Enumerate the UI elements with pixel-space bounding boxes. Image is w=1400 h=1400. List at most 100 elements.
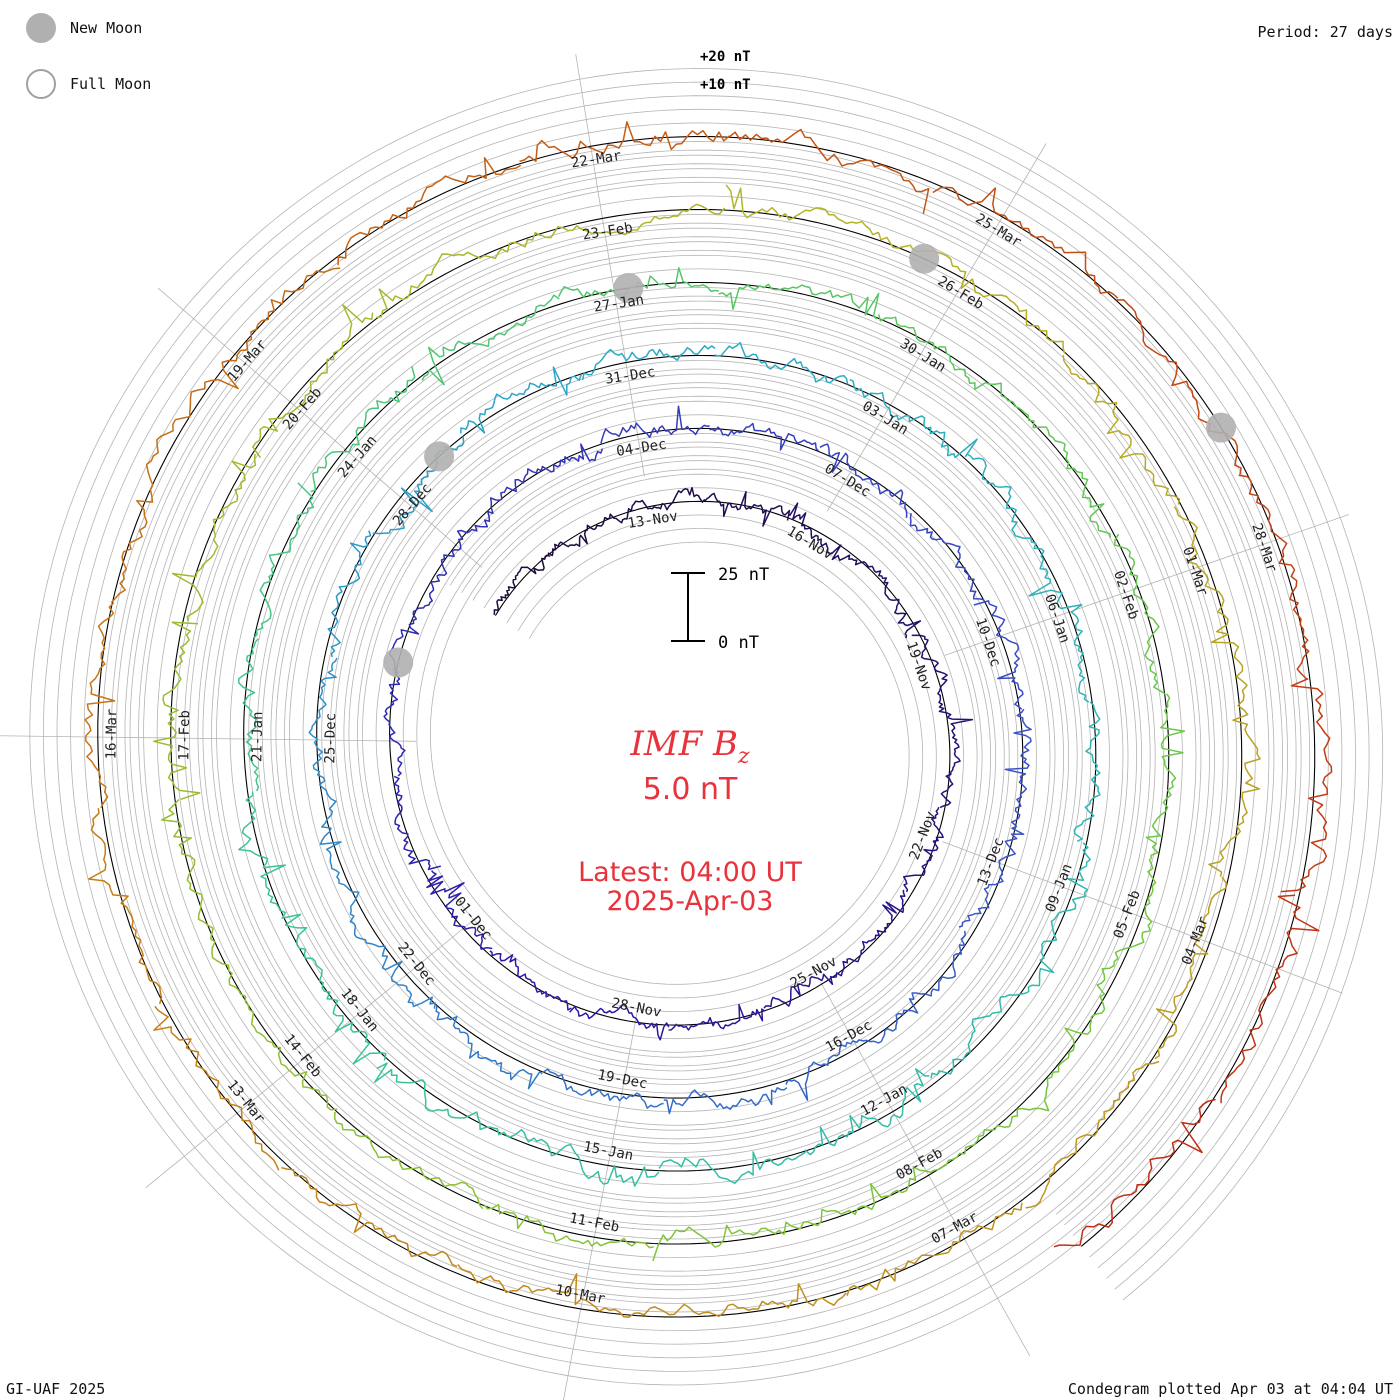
new-moon-marker: [424, 441, 455, 472]
bz-series-segment: [1114, 533, 1166, 695]
bz-series-segment: [728, 128, 930, 215]
baseline-spiral: [97, 135, 1316, 1318]
bz-series-segment: [649, 1283, 847, 1318]
bz-series-segment: [153, 1005, 280, 1171]
bz-series-segment: [909, 244, 1066, 354]
bz-series-segment: [435, 1005, 543, 1090]
bz-series-segment: [1238, 474, 1310, 680]
bz-series-segment: [84, 602, 116, 809]
bz-series-segment: [894, 930, 967, 1030]
bz-series-segment: [374, 1062, 516, 1138]
bz-series-segment: [310, 366, 416, 493]
bz-series-segment: [622, 486, 706, 521]
footer-credit: GI-UAF 2025: [6, 1380, 106, 1398]
date-label: 23-Feb: [581, 220, 633, 244]
bz-series-segment: [1028, 569, 1090, 703]
bz-series-segment: [663, 1087, 788, 1115]
full-moon-label: Full Moon: [70, 75, 152, 93]
bz-series-segment: [238, 791, 308, 938]
new-moon-marker: [383, 647, 414, 678]
parameter-subscript: z: [738, 743, 750, 769]
date-label: 17-Feb: [176, 710, 193, 761]
bz-series-segment: [1220, 894, 1320, 1104]
bz-series-segment: [709, 422, 819, 452]
bz-series-segment: [171, 454, 257, 622]
bz-series-segment: [457, 1264, 651, 1318]
bz-series-segment: [785, 1027, 896, 1101]
bz-series-segment: [483, 1203, 654, 1249]
radial-spoke: [157, 287, 483, 568]
period-label: Period: 27 days: [1257, 23, 1393, 41]
date-label: 16-Nov: [784, 523, 836, 563]
date-label: 16-Dec: [823, 1017, 875, 1055]
date-label: 16-Mar: [103, 709, 120, 760]
grid-ring: [42, 81, 1370, 1372]
bz-series-segment: [519, 121, 730, 163]
grid-layer: [29, 68, 1384, 1386]
date-label: 01-Mar: [1179, 545, 1211, 598]
date-label: 22-Nov: [906, 809, 939, 862]
date-label: 28-Dec: [390, 480, 435, 529]
grid-ring: [138, 176, 1275, 1277]
bz-series-segment: [160, 798, 230, 971]
bz-series-segment: [704, 490, 791, 527]
date-label: 01-Dec: [451, 894, 495, 943]
bz-series-segment: [1091, 858, 1157, 1017]
radial-spoke: [826, 143, 1047, 512]
radial-spoke: [563, 1012, 638, 1400]
legend-full-moon: Full Moon: [26, 69, 151, 99]
new-moon-label: New Moon: [70, 19, 143, 37]
bz-series-segment: [1154, 876, 1227, 1060]
bz-series-segment: [1013, 405, 1112, 539]
bz-series-segment: [88, 808, 163, 1005]
date-label: 19-Nov: [903, 639, 935, 692]
bz-series-segment: [376, 231, 542, 319]
bz-series-segment: [763, 960, 847, 1009]
date-label: 25-Nov: [788, 953, 840, 991]
bz-series-segment: [318, 783, 360, 911]
bz-series-segment: [383, 671, 406, 777]
bz-series-segment: [718, 283, 880, 320]
date-label: 04-Dec: [615, 436, 667, 460]
radial-spoke: [944, 514, 1350, 656]
scale-bottom-label: 0 nT: [718, 633, 759, 653]
parameter-name: IMF B: [630, 724, 739, 764]
offset-labels: +20 nT +10 nT: [700, 49, 751, 93]
bz-series-segment: [460, 366, 582, 434]
moon-markers: [383, 243, 1236, 678]
bz-series-segment: [337, 157, 522, 266]
offset-label-20: +20 nT: [700, 49, 751, 65]
bz-series-segment: [489, 950, 572, 1011]
bz-series-segment: [393, 775, 441, 871]
radial-spoke: [575, 54, 645, 477]
bz-series-segment: [939, 716, 974, 809]
bz-series-segment: [932, 186, 1119, 299]
bz-series-segment: [253, 482, 315, 639]
bz-series-segment: [846, 1202, 1023, 1296]
bz-series-segment: [846, 889, 906, 964]
bz-series-segment: [581, 344, 716, 381]
date-label: 22-Dec: [394, 940, 438, 989]
bz-series-segment: [421, 294, 560, 386]
full-moon-icon: [26, 69, 56, 99]
bz-series-segment: [426, 870, 493, 950]
bz-series-segment: [436, 491, 504, 577]
bz-series-segment: [227, 969, 338, 1111]
date-label: 25-Dec: [322, 713, 339, 764]
date-label: 10-Dec: [972, 616, 1004, 669]
zero-baseline: [97, 135, 1316, 1318]
grid-ring: [124, 163, 1288, 1291]
bz-series-segment: [788, 502, 865, 566]
new-moon-marker: [1206, 412, 1236, 443]
grid-ring: [83, 122, 1329, 1332]
latest-time: Latest: 04:00 UT: [578, 857, 802, 888]
bz-series-segment: [1145, 693, 1186, 860]
bz-series-segment: [1173, 506, 1248, 686]
bz-series-segment: [189, 267, 341, 411]
radial-spoke: [0, 735, 417, 742]
footer-plotted: Condegram plotted Apr 03 at 04:04 UT: [1067, 1380, 1393, 1398]
bz-series-segment: [804, 1068, 930, 1156]
date-label: 05-Feb: [1111, 888, 1144, 941]
bz-series-segment: [930, 981, 1041, 1079]
